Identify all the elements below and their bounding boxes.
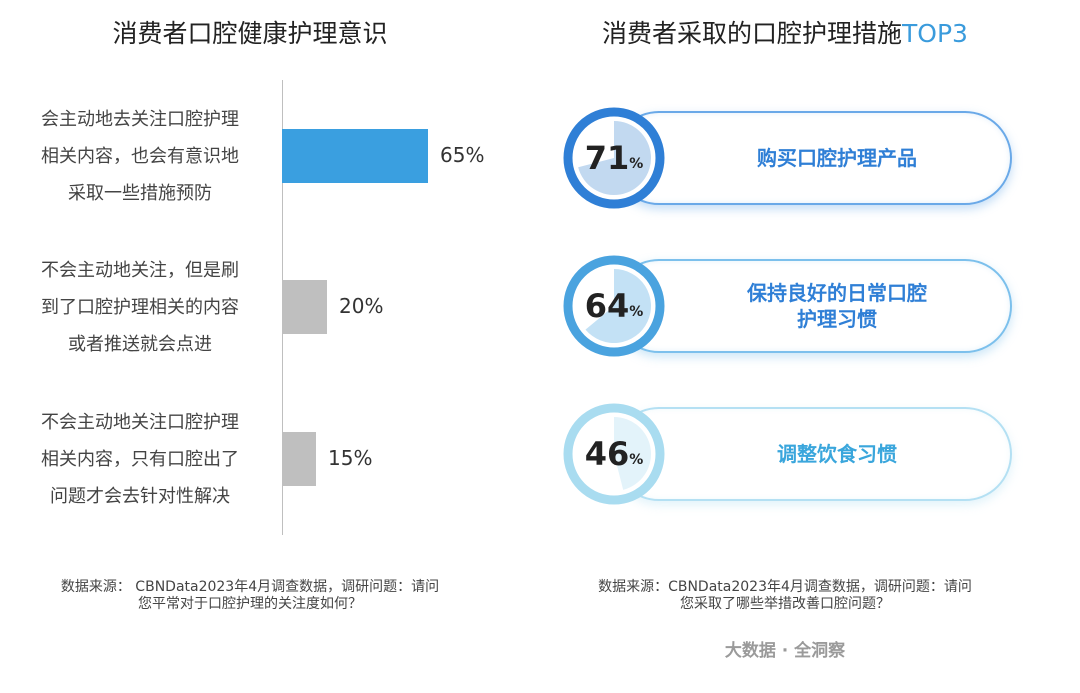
bar-category-label-line: 相关内容，只有口腔出了 bbox=[41, 448, 239, 470]
measure-label-text: 购买口腔护理产品 bbox=[757, 145, 917, 171]
measure-label: 购买口腔护理产品 bbox=[682, 106, 992, 210]
measure-pill bbox=[612, 259, 1012, 353]
measure-label: 调整饮食习惯 bbox=[682, 402, 992, 506]
measure-label-text: 调整饮食习惯 bbox=[777, 441, 897, 467]
bar-value-label: 65% bbox=[440, 143, 485, 167]
ring-value: 64% bbox=[562, 254, 666, 358]
bar-category-label: 不会主动地关注，但是刷 到了口腔护理相关的内容 或者推送就会点进 bbox=[14, 252, 266, 363]
pie-slice bbox=[614, 417, 652, 490]
pie-slice bbox=[585, 269, 652, 343]
ring-value-unit: % bbox=[629, 304, 644, 320]
ring-value-unit: % bbox=[629, 156, 644, 172]
right-source-line-2: 您采取了哪些举措改善口腔问题？ bbox=[680, 596, 890, 612]
footer-slogan: 大数据 · 全洞察 bbox=[724, 641, 846, 661]
bar-category-label-line: 相关内容，也会有意识地 bbox=[41, 145, 239, 167]
measure-label-line: 购买口腔护理产品 bbox=[757, 146, 917, 170]
ring-value-number: 46 bbox=[584, 435, 630, 473]
bar-value-label: 20% bbox=[339, 294, 384, 318]
measure-card: 保持良好的日常口腔 护理习惯 64% bbox=[562, 254, 1012, 358]
ring-pie bbox=[563, 255, 665, 357]
ring-pie bbox=[563, 107, 665, 209]
left-source-line-2: 您平常对于口腔护理的关注度如何？ bbox=[138, 596, 362, 612]
measure-label-line: 调整饮食习惯 bbox=[777, 442, 897, 466]
bar-category-label-line: 或者推送就会点进 bbox=[68, 333, 212, 355]
left-source-line-1: 数据来源： CBNData2023年4月调查数据，调研问题：请问 bbox=[60, 579, 440, 595]
bar-category-label-line: 问题才会去针对性解决 bbox=[50, 485, 230, 507]
bar-category-label-line: 不会主动地关注，但是刷 bbox=[41, 259, 239, 281]
bar-category-label: 不会主动地关注口腔护理 相关内容，只有口腔出了 问题才会去针对性解决 bbox=[14, 404, 266, 515]
right-source-note: 数据来源：CBNData2023年4月调查数据，调研问题：请问 您采取了哪些举措… bbox=[540, 579, 1030, 613]
bar bbox=[282, 129, 428, 183]
bar bbox=[282, 280, 327, 334]
right-title-main: 消费者采取的口腔护理措施 bbox=[602, 19, 903, 48]
ring-value: 46% bbox=[562, 402, 666, 506]
left-chart-title: 消费者口腔健康护理意识 bbox=[112, 19, 388, 48]
measure-label-line: 护理习惯 bbox=[797, 307, 877, 331]
right-source-line-1: 数据来源：CBNData2023年4月调查数据，调研问题：请问 bbox=[598, 579, 972, 595]
ring-pie bbox=[563, 403, 665, 505]
left-source-note: 数据来源： CBNData2023年4月调查数据，调研问题：请问 您平常对于口腔… bbox=[0, 579, 500, 613]
measure-pill bbox=[612, 111, 1012, 205]
ring-value-unit: % bbox=[629, 452, 644, 468]
bar-category-label: 会主动地去关注口腔护理 相关内容，也会有意识地 采取一些措施预防 bbox=[14, 101, 266, 212]
bar-category-label-line: 不会主动地关注口腔护理 bbox=[41, 411, 239, 433]
bar-value-label: 15% bbox=[328, 446, 373, 470]
ring-value-number: 71 bbox=[584, 139, 630, 177]
right-chart-title: 消费者采取的口腔护理措施TOP3 bbox=[540, 14, 1030, 50]
bar bbox=[282, 432, 316, 486]
measure-label-line: 保持良好的日常口腔 bbox=[747, 281, 927, 305]
measure-card: 购买口腔护理产品 71% bbox=[562, 106, 1012, 210]
measure-label-text: 保持良好的日常口腔 护理习惯 bbox=[747, 280, 927, 332]
measure-label: 保持良好的日常口腔 护理习惯 bbox=[682, 254, 992, 358]
ring-value: 71% bbox=[562, 106, 666, 210]
bar-category-label-line: 到了口腔护理相关的内容 bbox=[41, 296, 239, 318]
ring-value-number: 64 bbox=[584, 287, 630, 325]
bar-category-label-line: 会主动地去关注口腔护理 bbox=[41, 108, 239, 130]
measure-card: 调整饮食习惯 46% bbox=[562, 402, 1012, 506]
pie-slice bbox=[578, 121, 651, 195]
right-title-accent: TOP3 bbox=[902, 19, 968, 48]
measure-pill bbox=[612, 407, 1012, 501]
bar-category-label-line: 采取一些措施预防 bbox=[68, 182, 212, 204]
